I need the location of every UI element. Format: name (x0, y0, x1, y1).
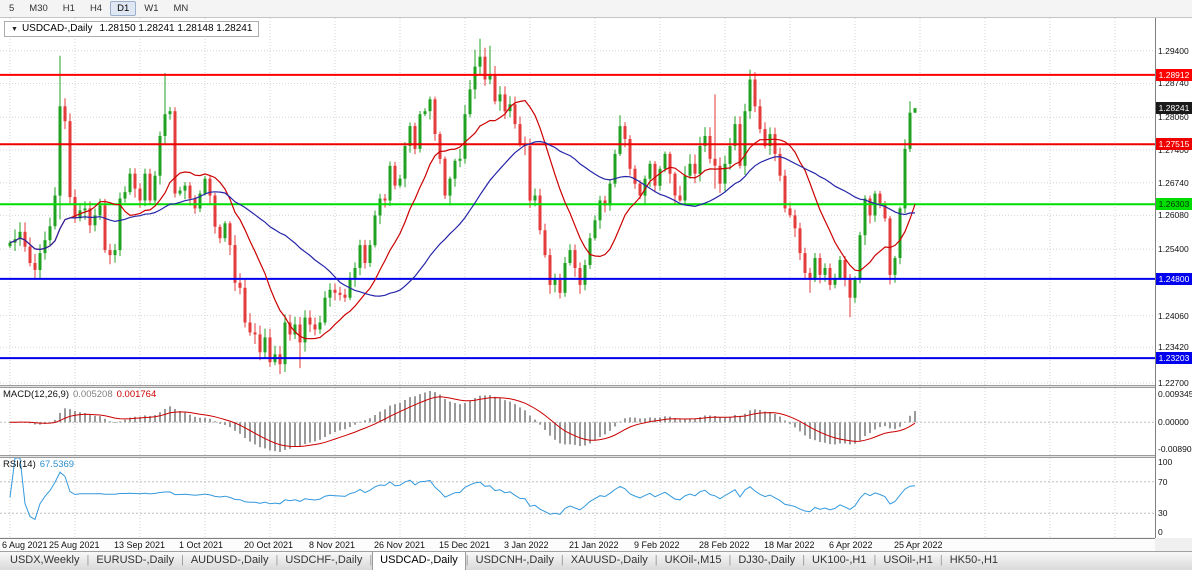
price-tick: 1.26080 (1158, 210, 1189, 220)
price-tick: 1.28740 (1158, 78, 1189, 88)
date-label: 13 Sep 2021 (114, 540, 166, 550)
tab-divider: | (654, 554, 658, 566)
chart-tab-ukoil-m15[interactable]: UKOil-,M15 (664, 554, 722, 566)
chart-tab-audusd-daily[interactable]: AUDUSD-,Daily (190, 554, 269, 566)
date-label: 25 Apr 2022 (894, 540, 943, 550)
timeframe-button-w1[interactable]: W1 (144, 3, 159, 14)
date-label: 18 Mar 2022 (764, 540, 815, 550)
price-tick: 1.26740 (1158, 178, 1189, 188)
rsi-panel: RSI(14) 67.5369 (0, 458, 1155, 537)
macd-value-signal: 0.001764 (116, 389, 157, 400)
date-label: 6 Apr 2022 (829, 540, 873, 550)
level-price-badge: 1.26303 (1156, 198, 1192, 210)
price-tick: 1.22700 (1158, 378, 1189, 388)
date-label: 3 Jan 2022 (504, 540, 549, 550)
level-price-badge: 1.28912 (1156, 69, 1192, 81)
date-label: 1 Oct 2021 (179, 540, 224, 550)
macd-tick: -0.00890 (1158, 444, 1192, 454)
level-price-badge: 1.27515 (1156, 138, 1192, 150)
tab-divider: | (369, 554, 373, 566)
time-axis[interactable]: 6 Aug 2021 25 Aug 2021 13 Sep 2021 1 Oct 20… (0, 538, 1155, 551)
timeframe-button-h4[interactable]: H4 (89, 3, 103, 14)
rsi-tick: 30 (1158, 508, 1168, 518)
chart-ohlc-readout: 1.28150 1.28241 1.28148 1.28241 (99, 23, 253, 34)
rsi-tick: 70 (1158, 477, 1168, 487)
level-price-badge: 1.23203 (1156, 352, 1192, 364)
price-chart[interactable] (0, 18, 1155, 385)
macd-value-main: 0.005208 (73, 389, 113, 400)
tab-divider: | (180, 554, 184, 566)
price-tick: 1.24060 (1158, 311, 1189, 321)
chart-title: ▼ USDCAD-,Daily 1.28150 1.28241 1.28148 1.… (4, 21, 260, 37)
date-label: 25 Aug 2021 (49, 540, 100, 550)
rsi-indicator-chart[interactable] (0, 458, 1155, 537)
tab-divider: | (728, 554, 732, 566)
tab-divider: | (465, 554, 469, 566)
tab-divider: | (802, 554, 806, 566)
macd-panel: MACD(12,26,9) 0.005208 0.001764 (0, 388, 1155, 455)
rsi-label: RSI(14) 67.5369 (3, 459, 74, 470)
date-label: 26 Nov 2021 (374, 540, 426, 550)
chart-tab-xauusd-daily[interactable]: XAUUSD-,Daily (570, 554, 648, 566)
date-label: 15 Dec 2021 (439, 540, 491, 550)
chart-tab-dj30-daily[interactable]: DJ30-,Daily (738, 554, 796, 566)
date-label: 9 Feb 2022 (634, 540, 680, 550)
price-tick: 1.23420 (1158, 342, 1189, 352)
chart-tab-usdchf-daily[interactable]: USDCHF-,Daily (285, 554, 363, 566)
chart-tab-bar: USDX,Weekly | EURUSD-,Daily | AUDUSD-,Daily |… (0, 551, 1192, 570)
tab-divider: | (86, 554, 90, 566)
current-price-badge: 1.28241 (1156, 102, 1192, 114)
tab-divider: | (560, 554, 564, 566)
date-label: 6 Aug 2021 (2, 540, 48, 550)
price-tick: 1.25400 (1158, 244, 1189, 254)
level-price-badge: 1.24800 (1156, 273, 1192, 285)
chart-window: ▼ USDCAD-,Daily 1.28150 1.28241 1.28148 1.… (0, 18, 1192, 551)
date-label: 21 Jan 2022 (569, 540, 619, 550)
rsi-tick: 100 (1158, 457, 1173, 467)
price-tick: 1.29400 (1158, 46, 1189, 56)
rsi-name: RSI(14) (3, 459, 36, 470)
macd-label: MACD(12,26,9) 0.005208 0.001764 (3, 389, 156, 400)
tab-divider: | (939, 554, 943, 566)
chart-tab-usdcnh-daily[interactable]: USDCNH-,Daily (475, 554, 554, 566)
chart-symbol-label: USDCAD-,Daily (21, 23, 93, 34)
timeframe-button-5[interactable]: 5 (9, 3, 15, 14)
chart-tab-usdcad-daily[interactable]: USDCAD-,Daily (372, 552, 466, 570)
chart-tab-usdx-weekly[interactable]: USDX,Weekly (10, 554, 80, 566)
date-label: 28 Feb 2022 (699, 540, 750, 550)
macd-name: MACD(12,26,9) (3, 389, 69, 400)
date-label: 20 Oct 2021 (244, 540, 294, 550)
timeframe-toolbar: 5 M30 H1 H4 D1 W1 MN (0, 0, 1192, 18)
chart-tab-eurusd-daily[interactable]: EURUSD-,Daily (96, 554, 174, 566)
rsi-tick: 0 (1158, 527, 1163, 537)
chart-tab-uk100-h1[interactable]: UK100-,H1 (812, 554, 867, 566)
price-panel: ▼ USDCAD-,Daily 1.28150 1.28241 1.28148 1.… (0, 18, 1155, 385)
date-label: 8 Nov 2021 (309, 540, 356, 550)
price-axis[interactable]: 1.29400 1.28740 1.28060 1.27400 1.26740 1.260… (1155, 18, 1192, 538)
tab-divider: | (873, 554, 877, 566)
tab-divider: | (275, 554, 279, 566)
price-tick: 1.27400 (1158, 145, 1189, 155)
macd-tick: 0.009345 (1158, 389, 1192, 399)
timeframe-button-d1[interactable]: D1 (110, 1, 137, 16)
panel-splitter-rsi[interactable] (0, 455, 1192, 458)
rsi-value: 67.5369 (39, 459, 75, 470)
price-tick: 1.28060 (1158, 112, 1189, 122)
chart-menu-icon[interactable]: ▼ (11, 26, 18, 33)
macd-tick: 0.00000 (1158, 417, 1189, 427)
panel-splitter-macd[interactable] (0, 385, 1192, 388)
timeframe-button-mn[interactable]: MN (173, 3, 189, 14)
timeframe-button-m30[interactable]: M30 (29, 3, 48, 14)
chart-tab-hk50-h1[interactable]: HK50-,H1 (949, 554, 998, 566)
timeframe-button-h1[interactable]: H1 (62, 3, 75, 14)
macd-indicator-chart[interactable] (0, 388, 1155, 455)
chart-tab-usoil-h1[interactable]: USOil-,H1 (883, 554, 933, 566)
